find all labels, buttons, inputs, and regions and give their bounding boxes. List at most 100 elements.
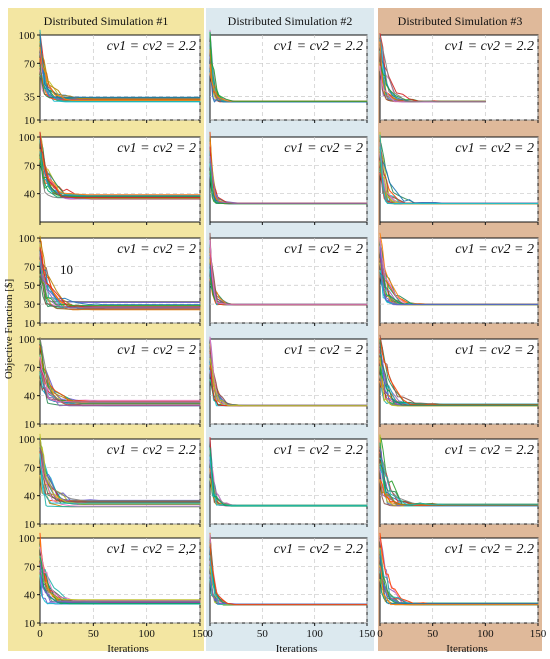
- column-title-1: Distributed Simulation #1: [44, 14, 169, 28]
- annotation-box: [434, 38, 536, 54]
- panel-r5-c2: cv1 = cv2 = 2.2: [209, 437, 368, 527]
- y-tick-label: 10: [24, 618, 36, 630]
- trace-line: [39, 563, 201, 603]
- trace-line: [379, 146, 539, 204]
- y-tick-label: 50: [24, 280, 36, 292]
- y-tick-label: 100: [19, 132, 36, 144]
- trace-group: [379, 131, 539, 205]
- panel-annotation: cv1 = cv2 = 2.2: [445, 39, 534, 54]
- panel-r4-c2: cv1 = cv2 = 2: [209, 336, 368, 427]
- x-tick-label: 50: [257, 628, 269, 640]
- panel-r3-c3: cv1 = cv2 = 2: [379, 232, 539, 326]
- panel-annotation: cv1 = cv2 = 2: [117, 242, 196, 257]
- trace-line: [39, 453, 201, 507]
- x-tick-label: 100: [138, 628, 155, 640]
- column-title-2: Distributed Simulation #2: [228, 14, 353, 28]
- trace-line: [39, 340, 201, 404]
- axis-ticks: [379, 424, 539, 427]
- annotation-box: [275, 241, 365, 257]
- trace-group: [209, 437, 368, 507]
- trace-line: [39, 259, 201, 303]
- panel-r4-c1: 10 40 70 100 cv1 = cv2 = 2: [19, 334, 201, 431]
- y-tick-label: 100: [19, 334, 36, 346]
- panel-annotation: cv1 = cv2 = 2.2: [274, 542, 363, 557]
- annotation-box: [446, 342, 536, 358]
- panel-r3-c2: cv1 = cv2 = 2: [209, 232, 368, 326]
- annotation-box: [108, 241, 198, 257]
- trace-line: [39, 254, 201, 309]
- trace-line: [39, 567, 201, 601]
- y-tick-label: 70: [24, 160, 36, 172]
- trace-line: [209, 69, 368, 103]
- x-axis-label-3: Iterations: [446, 643, 488, 655]
- panel-annotation: cv1 = cv2 = 2.2: [445, 443, 534, 458]
- trace-line: [39, 160, 201, 198]
- axis-ticks: [209, 222, 368, 225]
- trace-line: [209, 447, 368, 507]
- trace-group: [39, 433, 201, 508]
- trace-group: [39, 532, 201, 605]
- trace-line: [209, 156, 368, 204]
- panel-grid: [40, 35, 201, 121]
- trace-group: [209, 336, 368, 407]
- trace-line: [379, 246, 539, 306]
- axis-ticks: 10 40 70 100: [19, 334, 201, 431]
- panel-r6-c1: 10 40 70 100 0 50 100 150 cv1 = cv2 = 2,2: [19, 532, 209, 640]
- y-tick-label: 35: [24, 91, 36, 103]
- panel-r5-c1: 10 40 70 100 cv1 = cv2 = 2.2: [19, 433, 201, 531]
- y-tick-label: 100: [19, 533, 36, 545]
- trace-line: [379, 565, 539, 606]
- trace-line: [209, 239, 368, 305]
- panel-annotation: cv1 = cv2 = 2,2: [107, 542, 196, 557]
- trace-group: [39, 131, 201, 200]
- panel-r1-c3: cv1 = cv2 = 2.2: [379, 33, 539, 123]
- panel-annotation: cv1 = cv2 = 2: [117, 141, 196, 156]
- panel-annotation: cv1 = cv2 = 2: [455, 141, 534, 156]
- y-tick-label: 30: [24, 299, 36, 311]
- panel-r6-c3: 0 50 100 150 cv1 = cv2 = 2.2: [377, 532, 547, 640]
- trace-line: [39, 555, 201, 602]
- panel-grid: [380, 439, 539, 525]
- y-tick-label: 70: [24, 261, 36, 273]
- panel-r3-c1: 10 30 50 70 100 cv1 = cv2 = 2: [19, 233, 201, 330]
- panel-r2-c1: 40 70 100 cv1 = cv2 = 2: [19, 131, 201, 225]
- panel-annotation: cv1 = cv2 = 2.2: [107, 443, 196, 458]
- x-axis-label-2: Iterations: [276, 643, 318, 655]
- trace-line: [379, 357, 539, 407]
- x-tick-label: 0: [377, 628, 383, 640]
- trace-group: [209, 232, 368, 306]
- y-tick-label: 100: [19, 233, 36, 245]
- column-title-3: Distributed Simulation #3: [398, 14, 523, 28]
- y-axis-label: Objective Function [$]: [3, 279, 15, 379]
- trace-line: [39, 247, 201, 308]
- trace-group: [39, 337, 201, 407]
- annotation-box: [434, 442, 536, 458]
- trace-line: [39, 440, 201, 502]
- trace-group: [209, 131, 368, 205]
- trace-group: [39, 29, 201, 103]
- panel-r4-c3: cv1 = cv2 = 2: [379, 334, 539, 427]
- trace-line: [209, 456, 368, 506]
- trace-line: [39, 246, 201, 302]
- panel-annotation: cv1 = cv2 = 2.2: [274, 443, 363, 458]
- panel-r1-c1: 10 35 70 100 cv1 = cv2 = 2.2: [19, 29, 201, 127]
- panel-annotation: cv1 = cv2 = 2: [455, 242, 534, 257]
- trace-line: [379, 555, 539, 605]
- x-tick-label: 100: [306, 628, 323, 640]
- annotation-box: [108, 140, 198, 156]
- axis-ticks: 10 40 70 100 0 50 100 150: [19, 533, 209, 640]
- axis-ticks: [209, 323, 368, 326]
- panel-annotation: cv1 = cv2 = 2: [117, 343, 196, 358]
- trace-line: [379, 339, 539, 406]
- annotation-box: [263, 38, 365, 54]
- axis-ticks: 40 70 100: [19, 132, 201, 225]
- y-tick-label: 10: [24, 419, 36, 431]
- annotation-box: [275, 140, 365, 156]
- axis-ticks: [379, 120, 539, 123]
- trace-line: [39, 42, 201, 100]
- trace-line: [209, 232, 368, 306]
- trace-line: [39, 139, 201, 197]
- axis-ticks: 0 50 100 150: [377, 623, 547, 640]
- annotation-box: [96, 442, 198, 458]
